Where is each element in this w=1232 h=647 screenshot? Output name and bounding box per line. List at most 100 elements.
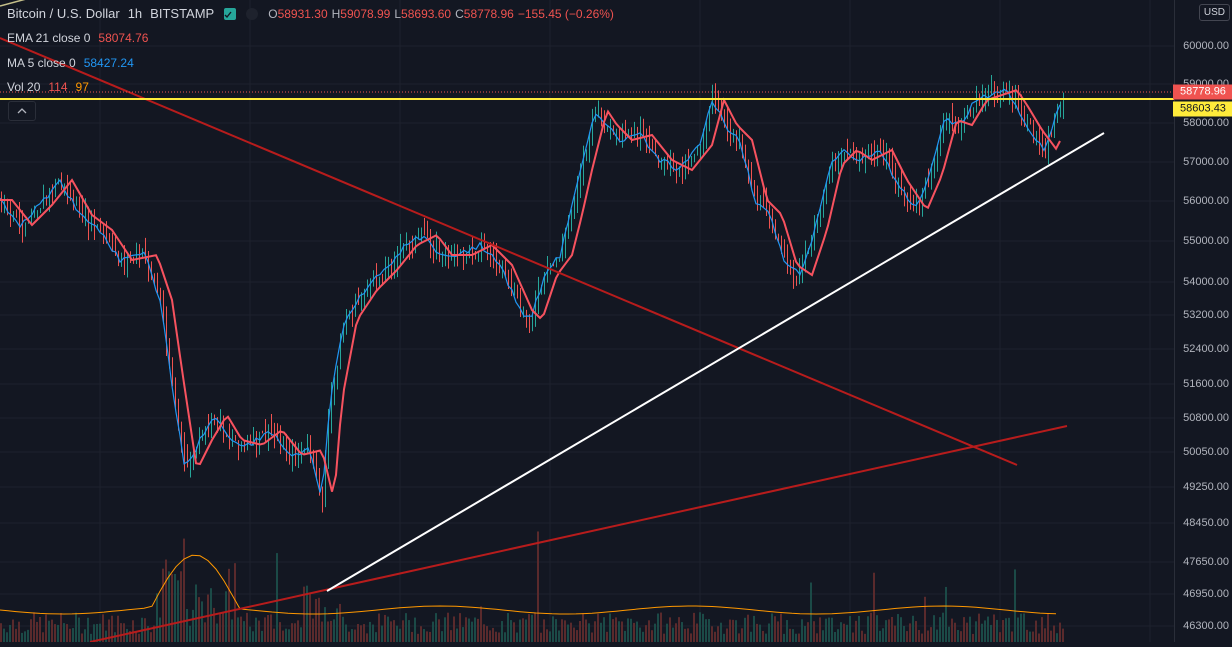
volume-bar <box>1020 613 1022 642</box>
volume-bar <box>912 615 914 642</box>
volume-bar <box>528 614 530 642</box>
volume-bar <box>903 625 905 642</box>
ema-value: 58074.76 <box>98 31 149 45</box>
volume-bar <box>750 631 752 642</box>
volume-bar <box>432 621 434 642</box>
volume-bar <box>240 616 242 642</box>
volume-bar <box>24 631 26 642</box>
volume-bar <box>276 553 278 642</box>
volume-bar <box>867 616 869 642</box>
volume-bar <box>555 619 557 642</box>
volume-bar <box>474 617 476 642</box>
symbol-legend[interactable]: Bitcoin / U.S. Dollar 1h BITSTAMP O 58931… <box>7 6 614 21</box>
ma-legend[interactable]: MA 5 close 0 58427.24 <box>7 56 134 70</box>
volume-bar <box>84 629 86 642</box>
volume-bar <box>552 616 554 642</box>
price-tick: 54000.00 <box>1183 276 1229 288</box>
volume-bar <box>720 622 722 642</box>
volume-bar <box>339 603 341 642</box>
volume-bar <box>873 572 875 642</box>
volume-bar <box>318 597 320 642</box>
volume-bar <box>363 624 365 642</box>
volume-bar <box>774 616 776 642</box>
volume-bar <box>150 632 152 642</box>
volume-bar <box>408 620 410 642</box>
volume-bar <box>375 632 377 642</box>
volume-bar <box>231 619 233 642</box>
volume-bar <box>564 620 566 642</box>
volume-bar <box>51 619 53 642</box>
volume-bar <box>882 628 884 642</box>
chart-pane[interactable] <box>0 0 1174 643</box>
ema-legend[interactable]: EMA 21 close 0 58074.76 <box>7 31 148 45</box>
volume-bar <box>1050 630 1052 642</box>
volume-bar <box>888 619 890 642</box>
volume-bar <box>804 625 806 642</box>
volume-bar <box>207 594 209 642</box>
volume-bar <box>741 628 743 642</box>
volume-bar <box>255 617 257 642</box>
volume-bar <box>666 623 668 642</box>
price-tick: 49250.00 <box>1183 481 1229 493</box>
currency-button[interactable]: USD <box>1198 4 1230 21</box>
volume-bar <box>63 623 65 642</box>
volume-bar <box>366 633 368 642</box>
volume-bar <box>405 613 407 642</box>
volume-bar <box>147 626 149 642</box>
volume-bar <box>279 622 281 642</box>
symbol-name[interactable]: Bitcoin / U.S. Dollar <box>7 6 120 21</box>
volume-bar <box>252 631 254 642</box>
volume-bar <box>813 621 815 642</box>
volume-bar <box>327 621 329 642</box>
volume-bar <box>831 617 833 642</box>
volume-bar <box>615 617 617 642</box>
volume-bar <box>921 633 923 642</box>
volume-bar <box>696 623 698 642</box>
price-tick: 52400.00 <box>1183 343 1229 355</box>
volume-bar <box>183 538 185 642</box>
volume-bar <box>939 617 941 642</box>
volume-bar <box>216 623 218 642</box>
close-label: C <box>455 6 464 21</box>
volume-bar <box>471 621 473 642</box>
volume-legend[interactable]: Vol 20 114 97 <box>7 80 89 94</box>
volume-bar <box>153 625 155 642</box>
ma-label[interactable]: MA 5 close 0 <box>7 56 76 70</box>
volume-bar <box>948 626 950 642</box>
volume-bar <box>702 613 704 642</box>
ema-label[interactable]: EMA 21 close 0 <box>7 31 91 45</box>
volume-label[interactable]: Vol 20 <box>7 80 41 94</box>
volume-bar <box>48 620 50 642</box>
volume-bar <box>978 613 980 642</box>
volume-bar <box>186 608 188 642</box>
volume-bar <box>918 630 920 642</box>
collapse-legend-button[interactable] <box>8 101 36 121</box>
volume-bar <box>378 613 380 642</box>
price-chart[interactable] <box>0 0 1174 643</box>
volume-bar <box>315 598 317 642</box>
interval-label[interactable]: 1h <box>127 6 143 21</box>
volume-bar <box>426 631 428 642</box>
volume-bar <box>738 633 740 642</box>
volume-bar <box>936 629 938 642</box>
volume-bar <box>648 620 650 642</box>
volume-bar <box>669 617 671 642</box>
volume-bar <box>414 617 416 642</box>
volume-bar <box>585 619 587 642</box>
volume-bar <box>1056 633 1058 642</box>
volume-bar <box>243 621 245 642</box>
volume-bar <box>129 630 131 642</box>
volume-value: 114 <box>48 80 68 94</box>
volume-bar <box>270 614 272 642</box>
volume-bar <box>879 630 881 642</box>
volume-bar <box>900 617 902 642</box>
volume-bar <box>1026 629 1028 642</box>
price-scale[interactable]: 61060000.0059000.0058000.0057000.0056000… <box>1173 0 1232 642</box>
volume-bar <box>828 617 830 642</box>
volume-bar <box>204 622 206 642</box>
price-tick: 48450.00 <box>1183 517 1229 529</box>
status-dot-icon[interactable] <box>246 7 259 20</box>
price-tick: 60000.00 <box>1183 40 1229 52</box>
volume-bar <box>195 584 197 642</box>
volume-bar <box>606 631 608 642</box>
